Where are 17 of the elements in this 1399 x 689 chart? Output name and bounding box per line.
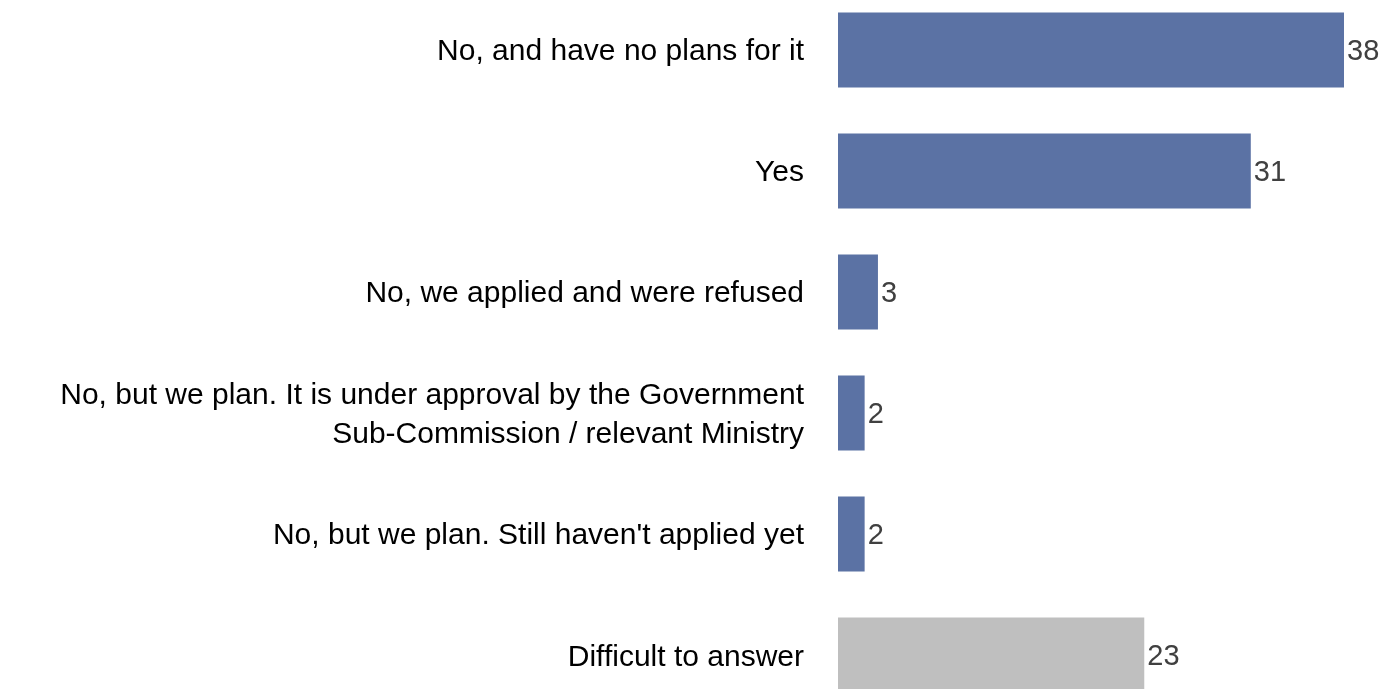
bar — [838, 133, 1251, 209]
y-tick-label: No, but we plan. Still haven't applied yet — [272, 517, 805, 551]
data-label: 31 — [1253, 154, 1287, 187]
bar — [838, 496, 865, 572]
bar — [838, 254, 878, 330]
bar — [838, 12, 1344, 88]
data-label: 23 — [1147, 639, 1180, 671]
data-label: 3 — [880, 275, 898, 308]
y-tick-label: No, but we plan. It is under approval by the Government Sub-Commission / relevant Ministry — [60, 376, 805, 449]
y-tick-label: No, we applied and were refused — [365, 275, 804, 309]
y-tick-label: Difficult to answer — [567, 638, 804, 672]
bar — [838, 375, 865, 451]
y-tick-label: No, and have no plans for it — [437, 33, 805, 67]
data-label: 2 — [867, 517, 884, 550]
data-label: 38 — [1347, 33, 1380, 66]
y-tick-label: Yes — [755, 154, 804, 188]
data-label: 2 — [867, 396, 884, 429]
